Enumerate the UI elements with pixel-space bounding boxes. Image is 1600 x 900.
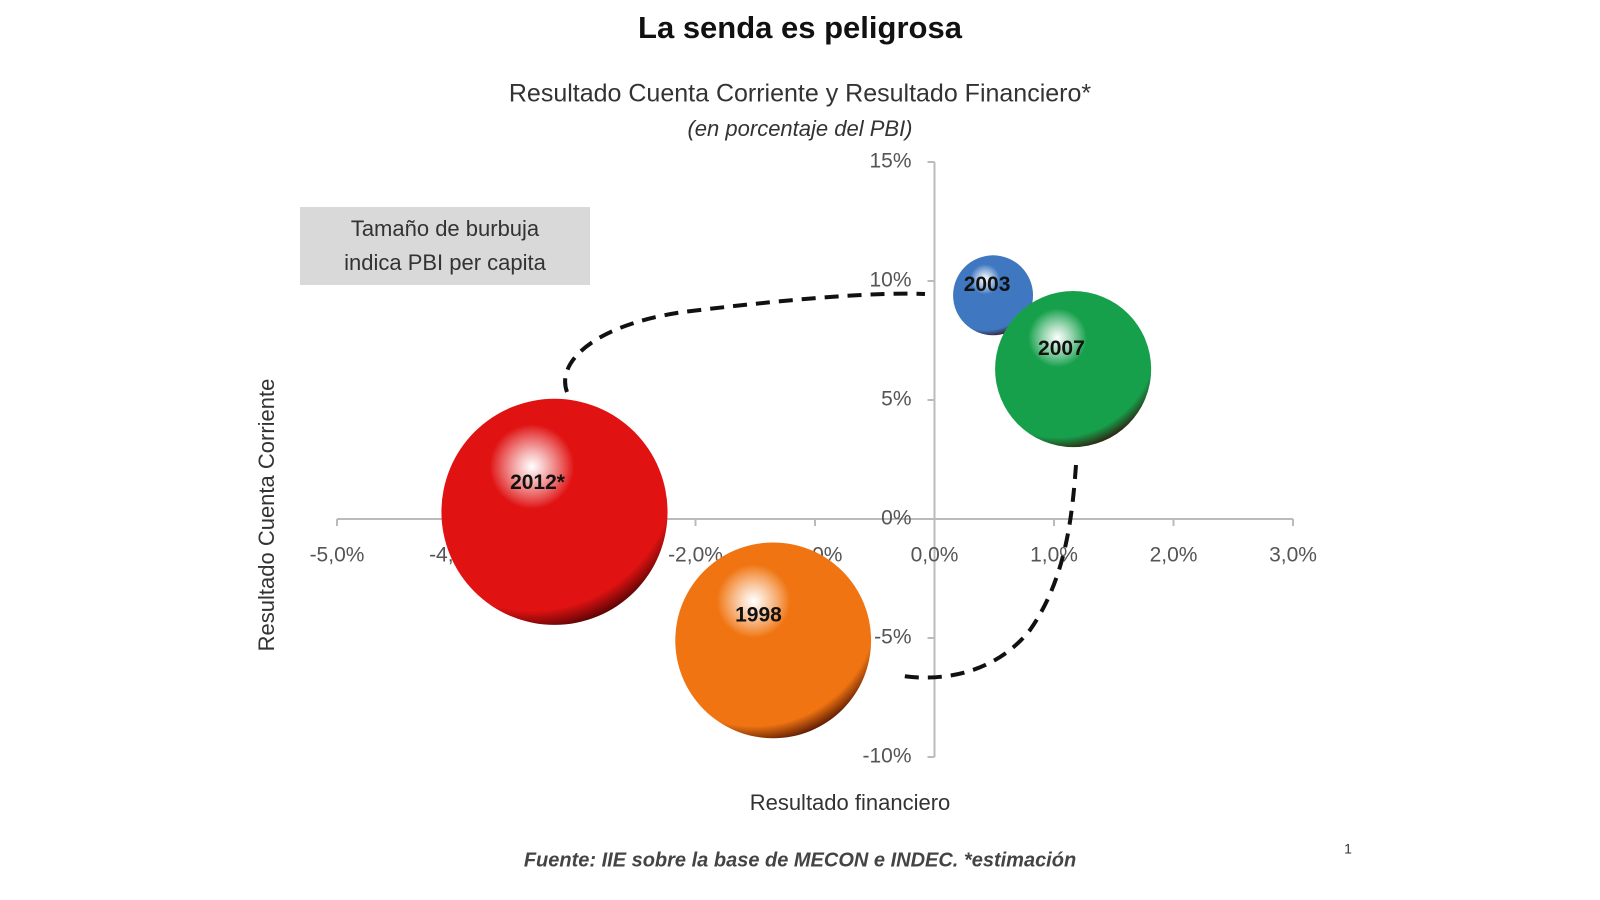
x-axis-label: Resultado financiero bbox=[750, 790, 951, 815]
x-tick-label: -5,0% bbox=[310, 544, 365, 567]
source-note: Fuente: IIE sobre la base de MECON e IND… bbox=[524, 849, 1076, 871]
legend-note: indica PBI per capita bbox=[344, 250, 547, 275]
legend-box bbox=[300, 207, 590, 285]
bubble-label: 2007 bbox=[1038, 337, 1085, 360]
bubble-label: 2003 bbox=[964, 273, 1011, 296]
bubble bbox=[675, 542, 872, 739]
chart-title: La senda es peligrosa bbox=[638, 10, 963, 45]
trend-arrow bbox=[902, 464, 1078, 680]
y-tick-label: -5% bbox=[874, 626, 911, 649]
y-axis-label: Resultado Cuenta Corriente bbox=[254, 379, 279, 652]
x-tick-label: 3,0% bbox=[1269, 544, 1317, 567]
bubble-label: 1998 bbox=[735, 603, 782, 626]
chart-subtitle: Resultado Cuenta Corriente y Resultado F… bbox=[509, 80, 1092, 108]
x-tick-label: -2,0% bbox=[668, 544, 723, 567]
bubbles: 2003 2007 2012* 1998 bbox=[441, 255, 1152, 739]
y-tick-label: 5% bbox=[881, 388, 911, 411]
trend-arrow bbox=[563, 291, 926, 393]
legend-note: Tamaño de burbuja bbox=[351, 216, 540, 241]
y-tick-label: 0% bbox=[881, 507, 911, 530]
unit-note: (en porcentaje del PBI) bbox=[687, 116, 912, 141]
x-tick-label: 0,0% bbox=[911, 544, 959, 567]
bubble bbox=[995, 291, 1152, 448]
bubble-label: 2012* bbox=[510, 471, 566, 494]
y-tick-label: 10% bbox=[869, 269, 911, 292]
x-tick-label: 2,0% bbox=[1150, 544, 1198, 567]
bubble bbox=[953, 255, 1034, 336]
bubble bbox=[441, 398, 668, 625]
page-number: 1 bbox=[1344, 841, 1352, 857]
x-tick-label: 1,0% bbox=[1030, 544, 1078, 567]
y-tick-label: -10% bbox=[862, 745, 911, 768]
y-tick-label: 15% bbox=[869, 150, 911, 173]
